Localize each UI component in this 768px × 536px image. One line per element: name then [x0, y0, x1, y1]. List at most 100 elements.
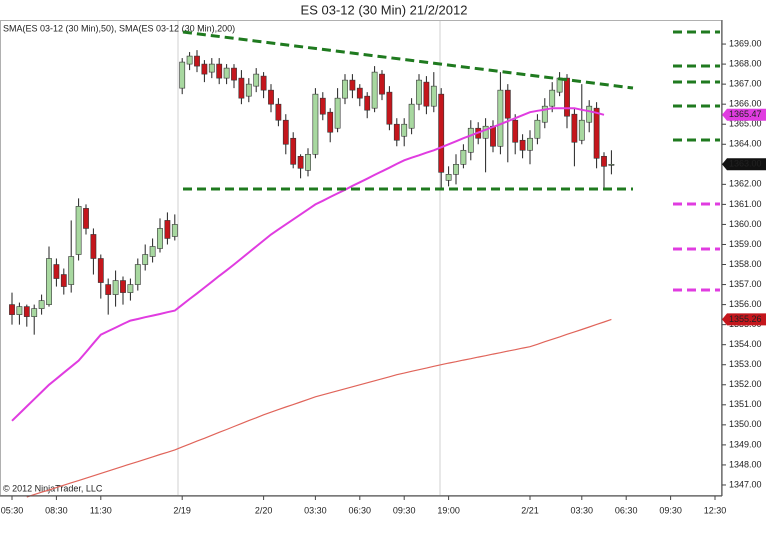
candle-body: [16, 306, 23, 315]
candle-body: [231, 67, 237, 81]
candle-body: [253, 73, 260, 87]
y-tick-label: 1347.00: [729, 479, 762, 489]
candle-body: [601, 155, 607, 167]
candle-body: [164, 220, 171, 239]
candle-body: [201, 63, 208, 75]
x-tick-label: 2/20: [255, 505, 273, 515]
candle-body: [290, 137, 297, 165]
candle-body: [386, 91, 393, 125]
candle-body: [430, 85, 437, 107]
y-tick-label: 1354.00: [729, 339, 762, 349]
candle-body: [527, 137, 533, 151]
candle-body: [453, 164, 459, 175]
candle-body: [223, 67, 230, 79]
candle-body: [9, 304, 15, 315]
candle-body: [186, 55, 193, 65]
candle-body: [379, 73, 385, 95]
candle-body: [305, 153, 311, 171]
candle-body: [504, 89, 511, 119]
x-tick-label: 09:30: [393, 505, 416, 515]
y-tick-label: 1356.00: [729, 299, 762, 309]
candle-body: [578, 119, 585, 141]
y-tick-label: 1351.00: [729, 399, 762, 409]
candle-body: [571, 113, 578, 143]
candle-body: [319, 97, 326, 115]
y-tick-label: 1366.00: [729, 99, 762, 109]
y-tick-label: 1357.00: [729, 279, 762, 289]
y-tick-label: 1362.00: [729, 179, 762, 189]
candle-body: [112, 280, 119, 295]
x-tick-label: 2/21: [521, 505, 539, 515]
candle-body: [342, 79, 348, 99]
candle-body: [312, 93, 319, 155]
x-tick-label: 06:30: [615, 505, 638, 515]
candle-body: [349, 79, 356, 91]
candle-body: [75, 206, 82, 255]
candle-body: [512, 119, 519, 143]
chart-title: ES 03-12 (30 Min) 21/2/2012: [301, 2, 468, 17]
x-tick-label: 19:00: [437, 505, 460, 515]
candle-body: [171, 224, 178, 237]
y-tick-label: 1352.00: [729, 379, 762, 389]
x-tick-label: 08:30: [45, 505, 68, 515]
candle-body: [127, 284, 134, 293]
candle-body: [327, 111, 334, 133]
candle-body: [460, 149, 467, 165]
candle-body: [208, 63, 215, 73]
candle-body: [53, 264, 60, 279]
candle-body: [105, 284, 112, 295]
marks: [9, 50, 615, 498]
price-badge: [722, 158, 766, 171]
candle-body: [83, 208, 89, 229]
price-badge-label: 1365.47: [729, 109, 762, 119]
candle-body: [245, 83, 252, 97]
price-badge-label: 1355.26: [729, 314, 762, 324]
x-tick-label: 03:30: [571, 505, 594, 515]
candle-body: [268, 89, 274, 105]
candle-body: [408, 103, 415, 129]
candle-body: [423, 81, 430, 107]
candle-body: [282, 119, 289, 145]
trend-line: [182, 30, 634, 90]
x-tick-label: 12:30: [704, 505, 727, 515]
y-tick-label: 1367.00: [729, 79, 762, 89]
price-badge-label: 1363.00: [729, 159, 762, 169]
price-badge: [722, 108, 766, 121]
x-tick-label: 03:30: [304, 505, 327, 515]
candle-body: [467, 127, 474, 153]
candle-body: [238, 77, 245, 99]
candle-body: [519, 139, 526, 151]
y-tick-label: 1350.00: [729, 419, 762, 429]
candle-body: [149, 246, 156, 257]
candle-body: [608, 164, 615, 166]
y-tick-label: 1361.00: [729, 199, 762, 209]
x-tick-label: 2/19: [173, 505, 191, 515]
y-tick-label: 1360.00: [729, 219, 762, 229]
candle-body: [364, 95, 371, 111]
y-tick-label: 1349.00: [729, 439, 762, 449]
candle-body: [60, 274, 67, 287]
candle-body: [371, 71, 378, 109]
drawing-tools: [182, 30, 720, 292]
candle-body: [356, 87, 363, 99]
candle-body: [38, 300, 45, 309]
candle-body: [23, 306, 30, 317]
candle-body: [445, 174, 452, 181]
price-badge: [722, 313, 766, 326]
x-tick-label: 09:30: [659, 505, 682, 515]
legend: SMA(ES 03-12 (30 Min),50), SMA(ES 03-12 …: [3, 23, 235, 33]
candle-body: [260, 75, 267, 91]
candle-body: [416, 79, 422, 105]
candle-body: [482, 125, 489, 139]
x-tick-label: 11:30: [90, 505, 112, 515]
candle-body: [68, 256, 75, 285]
candle-body: [549, 89, 556, 107]
y-tick-label: 1348.00: [729, 459, 762, 469]
candle-body: [401, 123, 408, 137]
candle-body: [97, 258, 104, 283]
y-tick-label: 1364.00: [729, 139, 762, 149]
y-tick-label: 1358.00: [729, 259, 762, 269]
candle-body: [541, 105, 548, 123]
x-tick-label: 06:30: [349, 505, 372, 515]
